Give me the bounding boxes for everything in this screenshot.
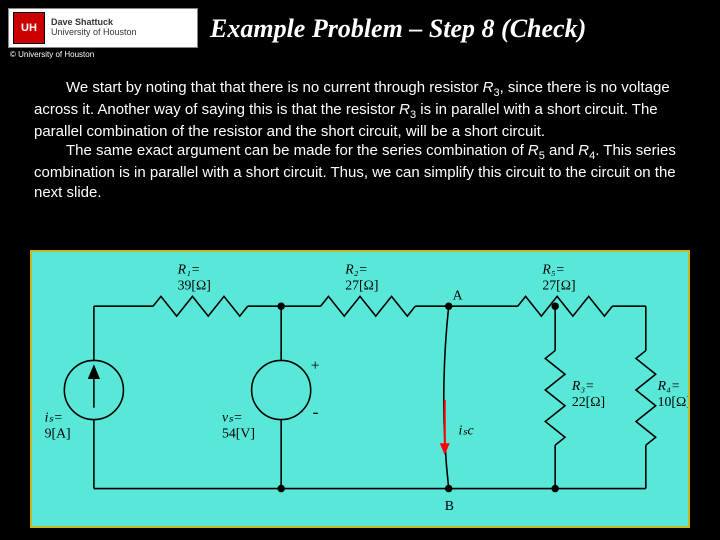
paragraph-2: The same exact argument can be made for … <box>34 141 692 201</box>
node-b: B <box>445 498 454 513</box>
label-r2-val: 27[Ω] <box>345 277 378 292</box>
label-r1-name: R₁= <box>177 262 201 277</box>
university-logo-box: UH Dave Shattuck University of Houston <box>8 8 198 48</box>
label-vs-val: 54[V] <box>222 425 255 440</box>
uh-logo-badge: UH <box>13 12 45 44</box>
label-isc: iₛc <box>459 422 474 437</box>
label-r4-name: R₄= <box>657 378 681 393</box>
label-r3-name: R₃= <box>571 378 595 393</box>
circuit-svg: R₁= 39[Ω] R₂= 27[Ω] R₅= 27[Ω] R₃= 22[Ω] … <box>32 252 688 526</box>
label-r2-name: R₂= <box>344 262 368 277</box>
logo-institution: University of Houston <box>51 28 137 38</box>
label-r3-val: 22[Ω] <box>572 394 605 409</box>
logo-text: Dave Shattuck University of Houston <box>51 18 137 38</box>
label-r5-val: 27[Ω] <box>542 277 575 292</box>
copyright-line: © University of Houston <box>10 50 94 59</box>
vs-plus: + <box>311 357 320 374</box>
label-is-val: 9[A] <box>45 425 71 440</box>
label-vs-name: vₛ= <box>222 410 243 425</box>
label-r4-val: 10[Ω] <box>658 394 688 409</box>
label-is-name: iₛ= <box>45 410 63 425</box>
circuit-diagram: R₁= 39[Ω] R₂= 27[Ω] R₅= 27[Ω] R₃= 22[Ω] … <box>30 250 690 528</box>
paragraph-1: We start by noting that that there is no… <box>34 78 692 141</box>
node-a: A <box>453 287 463 302</box>
label-r1-val: 39[Ω] <box>178 277 211 292</box>
label-r5-name: R₅= <box>541 262 565 277</box>
body-text: We start by noting that that there is no… <box>34 78 692 202</box>
slide-title: Example Problem – Step 8 (Check) <box>210 14 710 44</box>
vs-minus: - <box>313 402 319 422</box>
